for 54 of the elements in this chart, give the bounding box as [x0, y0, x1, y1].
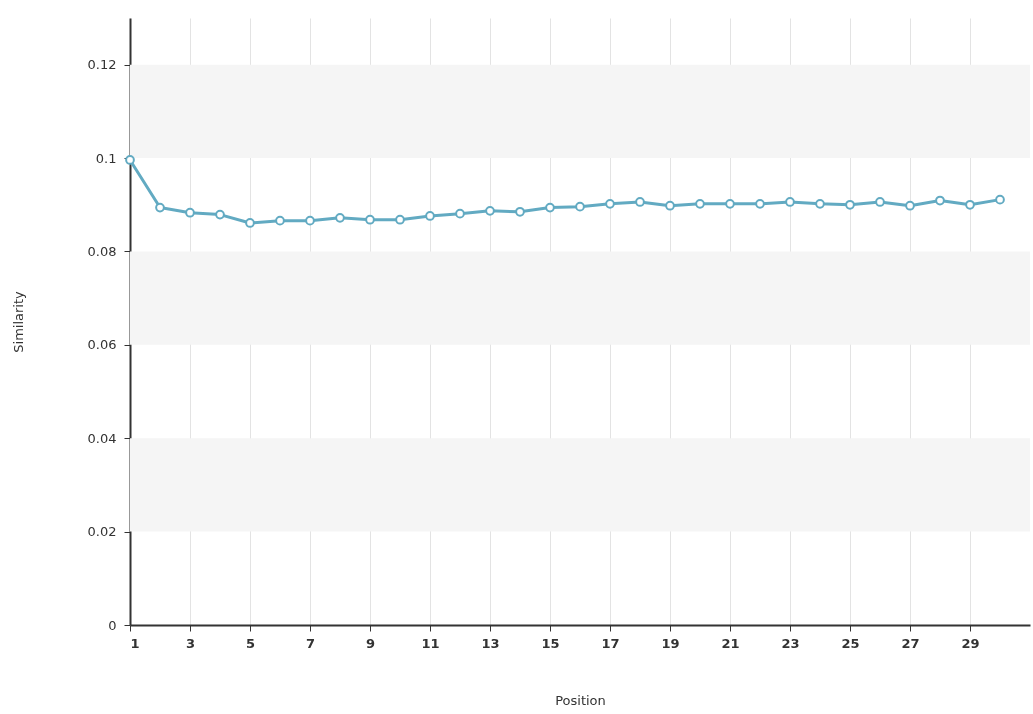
- x-tick-label: 13: [481, 635, 500, 651]
- point: [935, 195, 945, 206]
- point: [755, 198, 765, 209]
- point: [605, 198, 615, 209]
- x-tick-label: 19: [661, 635, 680, 651]
- point: [455, 208, 465, 219]
- y-tick-label: 0.02: [87, 524, 117, 540]
- point: [875, 197, 885, 207]
- x-tick-label: 21: [721, 635, 740, 651]
- x-tick-label: 1: [130, 635, 140, 651]
- point: [725, 198, 735, 209]
- y-tick-label: 0.12: [87, 57, 117, 73]
- x-tick-label: 27: [901, 635, 920, 651]
- point: [965, 199, 975, 210]
- point: [995, 194, 1005, 205]
- y-tick-label: 0.1: [95, 150, 117, 166]
- point: [785, 197, 795, 207]
- x-tick-label: 11: [421, 635, 440, 651]
- point: [815, 198, 825, 209]
- x-tick-label: 7: [305, 635, 316, 651]
- point: [545, 202, 555, 213]
- y-axis-title: Similarity: [10, 290, 26, 353]
- y-tick-label: 0.08: [87, 243, 117, 259]
- x-tick-label: 15: [541, 635, 560, 651]
- point: [275, 215, 285, 226]
- point: [395, 214, 405, 225]
- point: [185, 207, 195, 218]
- y-tick-label: 0.04: [87, 430, 117, 446]
- x-tick-label: 23: [781, 635, 800, 651]
- point: [665, 200, 675, 211]
- point: [425, 211, 435, 221]
- point: [245, 218, 255, 228]
- point: [845, 199, 855, 210]
- x-tick-label: 9: [365, 635, 376, 651]
- point: [575, 201, 585, 212]
- x-tick-label: 3: [185, 635, 196, 651]
- y-tick-label: 0.06: [87, 337, 117, 353]
- x-tick-label: 5: [245, 635, 256, 651]
- point: [905, 200, 915, 211]
- x-tick-label: 25: [841, 635, 860, 651]
- x-tick-label: 29: [961, 635, 980, 651]
- point: [635, 197, 645, 207]
- point: [485, 205, 495, 216]
- point: [365, 214, 375, 225]
- y-tick-label: 0: [108, 617, 117, 633]
- point: [515, 206, 525, 217]
- point: [155, 202, 165, 213]
- point: [215, 209, 225, 220]
- point: [695, 198, 705, 209]
- point: [335, 212, 345, 223]
- x-tick-label: 17: [601, 635, 620, 651]
- point: [125, 155, 135, 165]
- x-axis-title: Position: [555, 692, 606, 708]
- point: [305, 215, 315, 226]
